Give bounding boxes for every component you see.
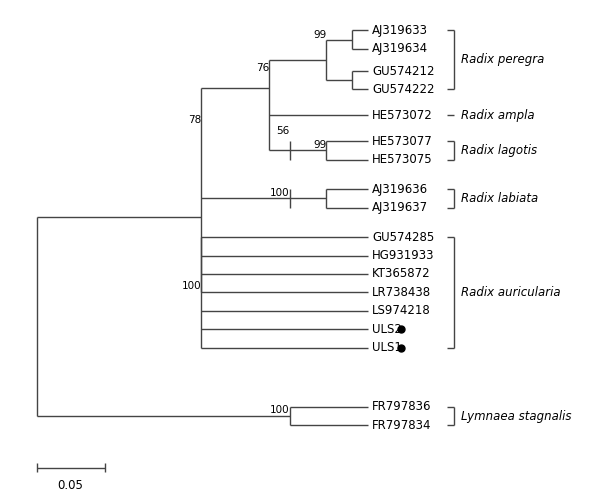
Text: 100: 100 bbox=[270, 188, 290, 198]
Text: 99: 99 bbox=[313, 30, 326, 40]
Text: ULS2: ULS2 bbox=[372, 323, 402, 336]
Text: AJ319633: AJ319633 bbox=[372, 24, 428, 37]
Text: GU574212: GU574212 bbox=[372, 64, 435, 78]
Text: HE573072: HE573072 bbox=[372, 109, 433, 122]
Text: AJ319637: AJ319637 bbox=[372, 201, 428, 214]
Text: 99: 99 bbox=[313, 140, 326, 149]
Text: GU574285: GU574285 bbox=[372, 230, 434, 243]
Text: 0.05: 0.05 bbox=[58, 479, 83, 492]
Text: KT365872: KT365872 bbox=[372, 268, 431, 280]
Text: HE573077: HE573077 bbox=[372, 134, 433, 147]
Text: HG931933: HG931933 bbox=[372, 249, 435, 262]
Text: Radix auricularia: Radix auricularia bbox=[461, 286, 560, 299]
Text: AJ319634: AJ319634 bbox=[372, 42, 428, 56]
Text: Radix ampla: Radix ampla bbox=[461, 109, 535, 122]
Text: LR738438: LR738438 bbox=[372, 286, 431, 299]
Text: AJ319636: AJ319636 bbox=[372, 182, 428, 196]
Text: 56: 56 bbox=[277, 126, 290, 136]
Text: ULS1: ULS1 bbox=[372, 342, 402, 354]
Text: HE573075: HE573075 bbox=[372, 153, 433, 166]
Text: LS974218: LS974218 bbox=[372, 304, 431, 318]
Text: 100: 100 bbox=[270, 406, 290, 415]
Text: FR797836: FR797836 bbox=[372, 400, 432, 413]
Text: 78: 78 bbox=[188, 114, 201, 124]
Text: 100: 100 bbox=[181, 280, 201, 290]
Text: FR797834: FR797834 bbox=[372, 419, 432, 432]
Text: GU574222: GU574222 bbox=[372, 83, 435, 96]
Text: Radix labiata: Radix labiata bbox=[461, 192, 538, 205]
Text: Lymnaea stagnalis: Lymnaea stagnalis bbox=[461, 410, 571, 422]
Text: Radix peregra: Radix peregra bbox=[461, 54, 544, 66]
Text: 76: 76 bbox=[256, 63, 269, 73]
Text: Radix lagotis: Radix lagotis bbox=[461, 144, 537, 157]
